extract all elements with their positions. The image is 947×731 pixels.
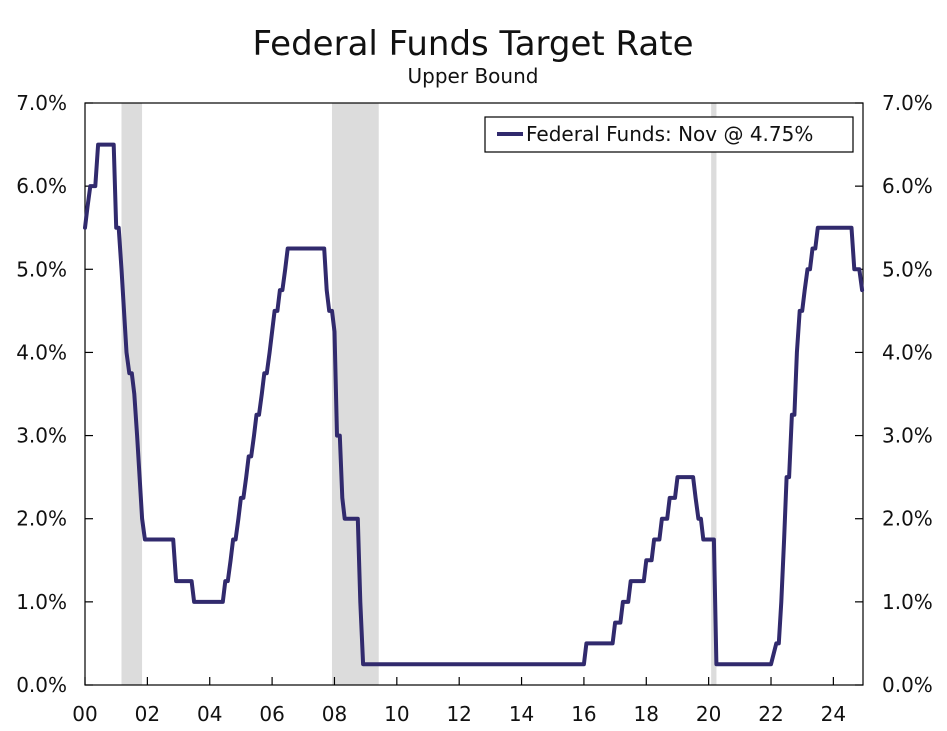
y-tick-label-right: 0.0%	[882, 673, 933, 697]
y-tick-label-left: 6.0%	[16, 174, 67, 198]
chart-subtitle: Upper Bound	[408, 64, 539, 88]
y-tick-label-right: 2.0%	[882, 507, 933, 531]
y-tick-label-right: 1.0%	[882, 590, 933, 614]
y-tick-label-right: 4.0%	[882, 340, 933, 364]
x-tick-label: 02	[135, 702, 160, 726]
x-tick-label: 18	[634, 702, 659, 726]
x-tick-label: 00	[72, 702, 97, 726]
x-tick-label: 14	[509, 702, 534, 726]
y-tick-label-left: 2.0%	[16, 507, 67, 531]
y-tick-label-left: 0.0%	[16, 673, 67, 697]
x-tick-label: 06	[259, 702, 284, 726]
y-tick-label-left: 3.0%	[16, 424, 67, 448]
legend-label: Federal Funds: Nov @ 4.75%	[526, 122, 813, 146]
chart-title: Federal Funds Target Rate	[252, 24, 693, 64]
x-tick-label: 04	[197, 702, 222, 726]
y-tick-label-left: 7.0%	[16, 91, 67, 115]
chart-legend: Federal Funds: Nov @ 4.75%	[484, 116, 854, 153]
y-tick-label-left: 5.0%	[16, 257, 67, 281]
y-tick-label-right: 6.0%	[882, 174, 933, 198]
x-tick-label: 24	[821, 702, 846, 726]
y-tick-label-left: 1.0%	[16, 590, 67, 614]
plot-frame	[84, 102, 864, 686]
x-tick-label: 08	[322, 702, 347, 726]
x-tick-label: 20	[696, 702, 721, 726]
x-tick-label: 22	[758, 702, 783, 726]
recession-band	[121, 103, 143, 685]
legend-box	[484, 116, 854, 153]
y-tick-label-right: 5.0%	[882, 257, 933, 281]
x-tick-label: 16	[571, 702, 596, 726]
x-tick-label: 10	[384, 702, 409, 726]
y-tick-label-right: 3.0%	[882, 424, 933, 448]
axis-ticks-group: 0.0% 0.0% 1.0% 1.0% 2.0% 2.0% 3.0% 3.0% 4.0% 4.0%…	[16, 91, 933, 726]
recession-band	[711, 103, 717, 685]
y-tick-label-right: 7.0%	[882, 91, 933, 115]
recession-band	[331, 103, 379, 685]
x-tick-label: 12	[446, 702, 471, 726]
y-tick-label-left: 4.0%	[16, 340, 67, 364]
federal-funds-line	[83, 142, 865, 667]
recession-shading-group	[121, 103, 717, 685]
